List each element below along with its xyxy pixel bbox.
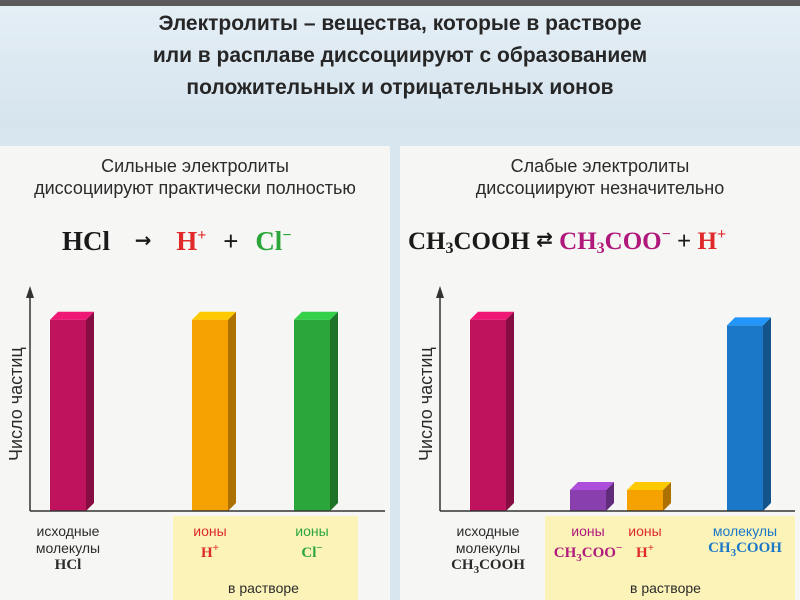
eq-plus: + xyxy=(223,226,239,256)
left-title-2: диссоциируют практически полностью xyxy=(34,178,356,198)
right-solution-box xyxy=(545,516,795,600)
right-category-label-4: молекулы CH3COOH xyxy=(708,523,782,559)
eq-ion-cl: Cl− xyxy=(255,226,292,256)
left-chart xyxy=(26,286,385,512)
right-in-solution-label: в растворе xyxy=(630,580,701,596)
left-category-label-1: исходные молекулы HCl xyxy=(35,523,101,573)
eq-weak-arrow: ⇄ xyxy=(536,227,553,251)
left-category-label-3: ионы Cl− xyxy=(295,523,329,561)
left-bar-2 xyxy=(192,311,236,511)
right-equation: CH3COOH ⇄ CH3COO− + H+ xyxy=(408,226,726,258)
left-equation: HCl → H+ + Cl− xyxy=(62,226,291,257)
eq-weak-ion-h: H+ xyxy=(697,226,727,255)
left-bar-3 xyxy=(294,311,338,511)
right-category-label-3: ионы H+ xyxy=(628,523,662,561)
eq-weak-anion: CH3COO− xyxy=(559,226,671,257)
left-category-label-2: ионы H+ xyxy=(193,523,227,561)
right-category-label-2: ионы CH3COO− xyxy=(553,523,623,564)
eq-ion-h: H+ xyxy=(176,226,207,256)
right-title-2: диссоциируют незначительно xyxy=(475,178,725,198)
right-bar-1 xyxy=(470,311,514,511)
eq-weak-plus: + xyxy=(677,228,692,255)
header: Электролиты – вещества, которые в раство… xyxy=(0,6,800,128)
right-bar-3 xyxy=(627,481,671,511)
header-line-2: или в расплаве диссоциируют с образовани… xyxy=(152,44,648,67)
eq-reactant: HCl xyxy=(62,226,111,256)
right-bar-2 xyxy=(570,481,614,511)
eq-weak-reactant: CH3COOH xyxy=(408,228,530,257)
header-line-3: положительных и отрицательных ионов xyxy=(186,76,614,99)
left-bar-1 xyxy=(50,311,94,511)
left-title-1: Сильные электролиты xyxy=(101,156,289,176)
left-in-solution-label: в растворе xyxy=(228,580,299,596)
right-category-label-1: исходные молекулы CH3COOH xyxy=(451,523,525,576)
right-title-1: Слабые электролиты xyxy=(510,156,690,176)
strong-electrolytes-panel: Сильные электролиты диссоциируют практич… xyxy=(0,146,390,600)
left-solution-box xyxy=(173,516,358,600)
header-line-1: Электролиты – вещества, которые в раство… xyxy=(158,12,642,35)
slide: Электролиты – вещества, которые в раство… xyxy=(0,6,800,600)
right-y-axis-arrow xyxy=(436,286,444,298)
right-bar-4 xyxy=(727,317,771,511)
left-y-axis-arrow xyxy=(26,286,34,298)
weak-electrolytes-panel: Слабые электролиты диссоциируют незначит… xyxy=(400,146,800,600)
eq-arrow: → xyxy=(134,228,152,252)
right-chart xyxy=(436,286,795,512)
